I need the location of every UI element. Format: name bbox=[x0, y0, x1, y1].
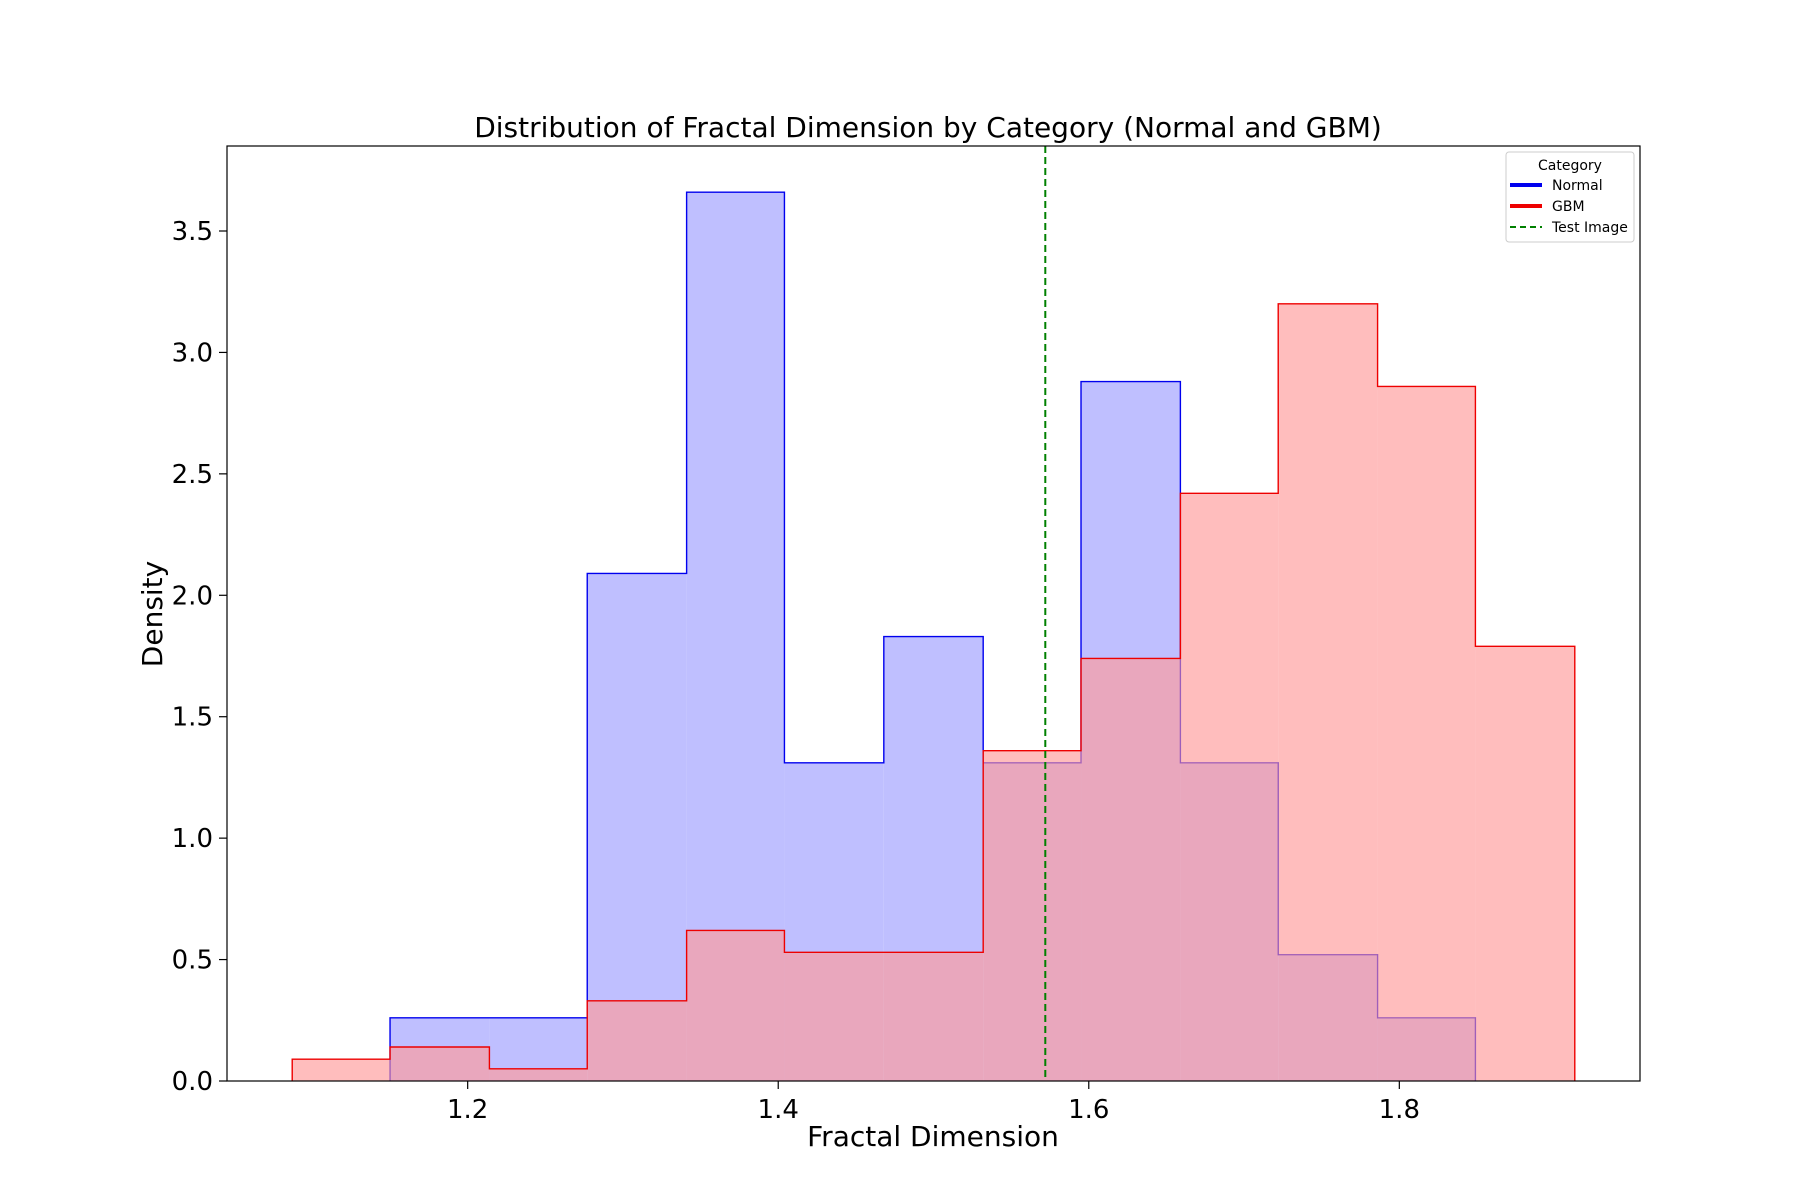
bar-gbm-4 bbox=[686, 930, 785, 1081]
y-tick-label: 0.0 bbox=[172, 1067, 213, 1097]
outline-gbm bbox=[291, 303, 1576, 1081]
bar-gbm-0 bbox=[292, 1059, 391, 1081]
bar-gbm-2 bbox=[489, 1068, 588, 1081]
series-gbm bbox=[291, 303, 1576, 1081]
legend-label-gbm: GBM bbox=[1552, 199, 1585, 215]
bar-gbm-10 bbox=[1278, 303, 1378, 1081]
y-tick-label: 1.0 bbox=[172, 824, 213, 854]
bar-gbm-6 bbox=[883, 952, 984, 1081]
y-axis-label: Density bbox=[136, 561, 169, 667]
plot-frame bbox=[226, 145, 1641, 1082]
y-tick-label: 0.5 bbox=[172, 946, 213, 976]
legend-label-normal: Normal bbox=[1552, 178, 1603, 194]
legend-box bbox=[1505, 151, 1635, 243]
legend-label-test-image: Test Image bbox=[1551, 220, 1628, 236]
bar-gbm-12 bbox=[1475, 646, 1575, 1081]
x-tick-label: 1.6 bbox=[1068, 1095, 1109, 1125]
y-tick-label: 3.0 bbox=[172, 338, 213, 368]
bar-gbm-1 bbox=[390, 1047, 490, 1081]
y-tick-label: 2.0 bbox=[172, 581, 213, 611]
bar-gbm-9 bbox=[1180, 493, 1279, 1081]
y-tick-label: 2.5 bbox=[172, 460, 213, 490]
bars-layer bbox=[291, 191, 1576, 1082]
x-axis-label: Fractal Dimension bbox=[807, 1120, 1059, 1153]
legend-title: Category bbox=[1538, 158, 1602, 174]
bar-normal-2 bbox=[587, 573, 687, 1081]
y-tick-label: 3.5 bbox=[172, 217, 213, 247]
chart-title: Distribution of Fractal Dimension by Cat… bbox=[474, 111, 1382, 144]
x-tick-label: 1.2 bbox=[447, 1095, 488, 1125]
bar-gbm-8 bbox=[1081, 658, 1181, 1081]
x-tick-label: 1.4 bbox=[758, 1095, 799, 1125]
x-axis-ticks: 1.2 1.4 1.6 1.8 bbox=[447, 1081, 1420, 1125]
bar-gbm-5 bbox=[784, 952, 884, 1081]
legend: Category Normal GBM Test Image bbox=[1505, 151, 1635, 243]
bar-gbm-11 bbox=[1377, 386, 1476, 1081]
y-tick-label: 1.5 bbox=[172, 703, 213, 733]
bar-gbm-3 bbox=[587, 1000, 687, 1081]
y-axis-ticks: 0.0 0.5 1.0 1.5 2.0 2.5 3.0 3.5 bbox=[172, 217, 227, 1097]
x-tick-label: 1.8 bbox=[1379, 1095, 1420, 1125]
bar-gbm-7 bbox=[983, 750, 1082, 1081]
